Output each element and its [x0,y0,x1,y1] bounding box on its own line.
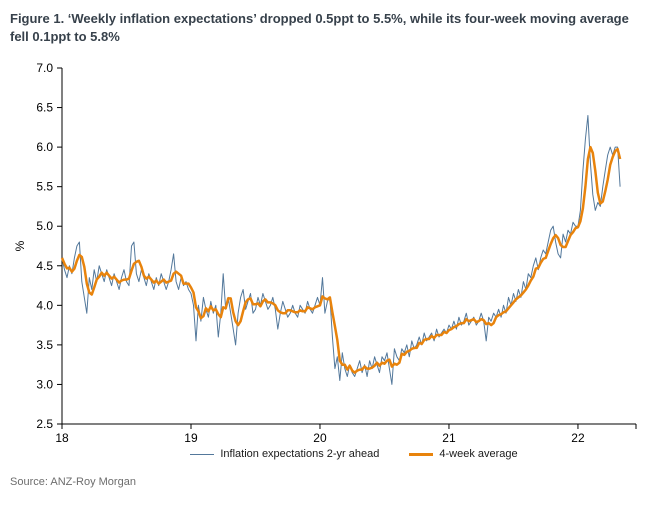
weekly-series-line [61,115,621,386]
inflation-expectations-line-chart: 2.5 3.0 3.5 4.0 4.5 5.0 5.5 6.0 6.5 7.0 18 19 20 21 22… [13,61,637,445]
average-series-line-swatch [409,452,434,456]
y-axis-tick-label: 3.5 [36,338,53,352]
y-axis-tick-label: 5.5 [36,180,53,194]
average-series-line [60,146,622,375]
y-axis-tick-label: 4.5 [36,259,53,273]
y-axis-tick-label: 4.0 [36,299,53,313]
y-axis-tick-label: 7.0 [36,61,53,75]
x-axis-tick-label: 22 [571,431,585,445]
x-axis-tick-label: 20 [313,431,327,445]
chart-area: 2.5 3.0 3.5 4.0 4.5 5.0 5.5 6.0 6.5 7.0 18 19 20 21 22… [10,58,650,448]
weekly-series-line-swatch [190,453,215,455]
y-axis-tick-label: 5.0 [36,220,53,234]
legend-item-average: 4-week average [409,448,518,461]
x-axis-tick-label: 18 [55,431,69,445]
y-axis-tick-label: 6.5 [36,101,53,115]
y-axis-tick-label: 2.5 [36,417,53,431]
y-axis-tick-label: 3.0 [36,378,53,392]
y-axis-tick-label: 6.0 [36,140,53,154]
source-note: Source: ANZ-Roy Morgan [10,476,136,489]
legend-label-average: 4-week average [439,448,518,461]
x-axis-tick-label: 21 [442,431,456,445]
x-axis-tick-label: 19 [184,431,198,445]
chart-legend: Inflation expectations 2-yr ahead 4-week… [58,448,650,460]
legend-item-weekly: Inflation expectations 2-yr ahead [190,448,379,460]
figure-title: Figure 1. ‘Weekly inflation expectations… [10,11,629,45]
legend-label-weekly: Inflation expectations 2-yr ahead [220,448,380,461]
y-axis-title: % [13,241,27,252]
